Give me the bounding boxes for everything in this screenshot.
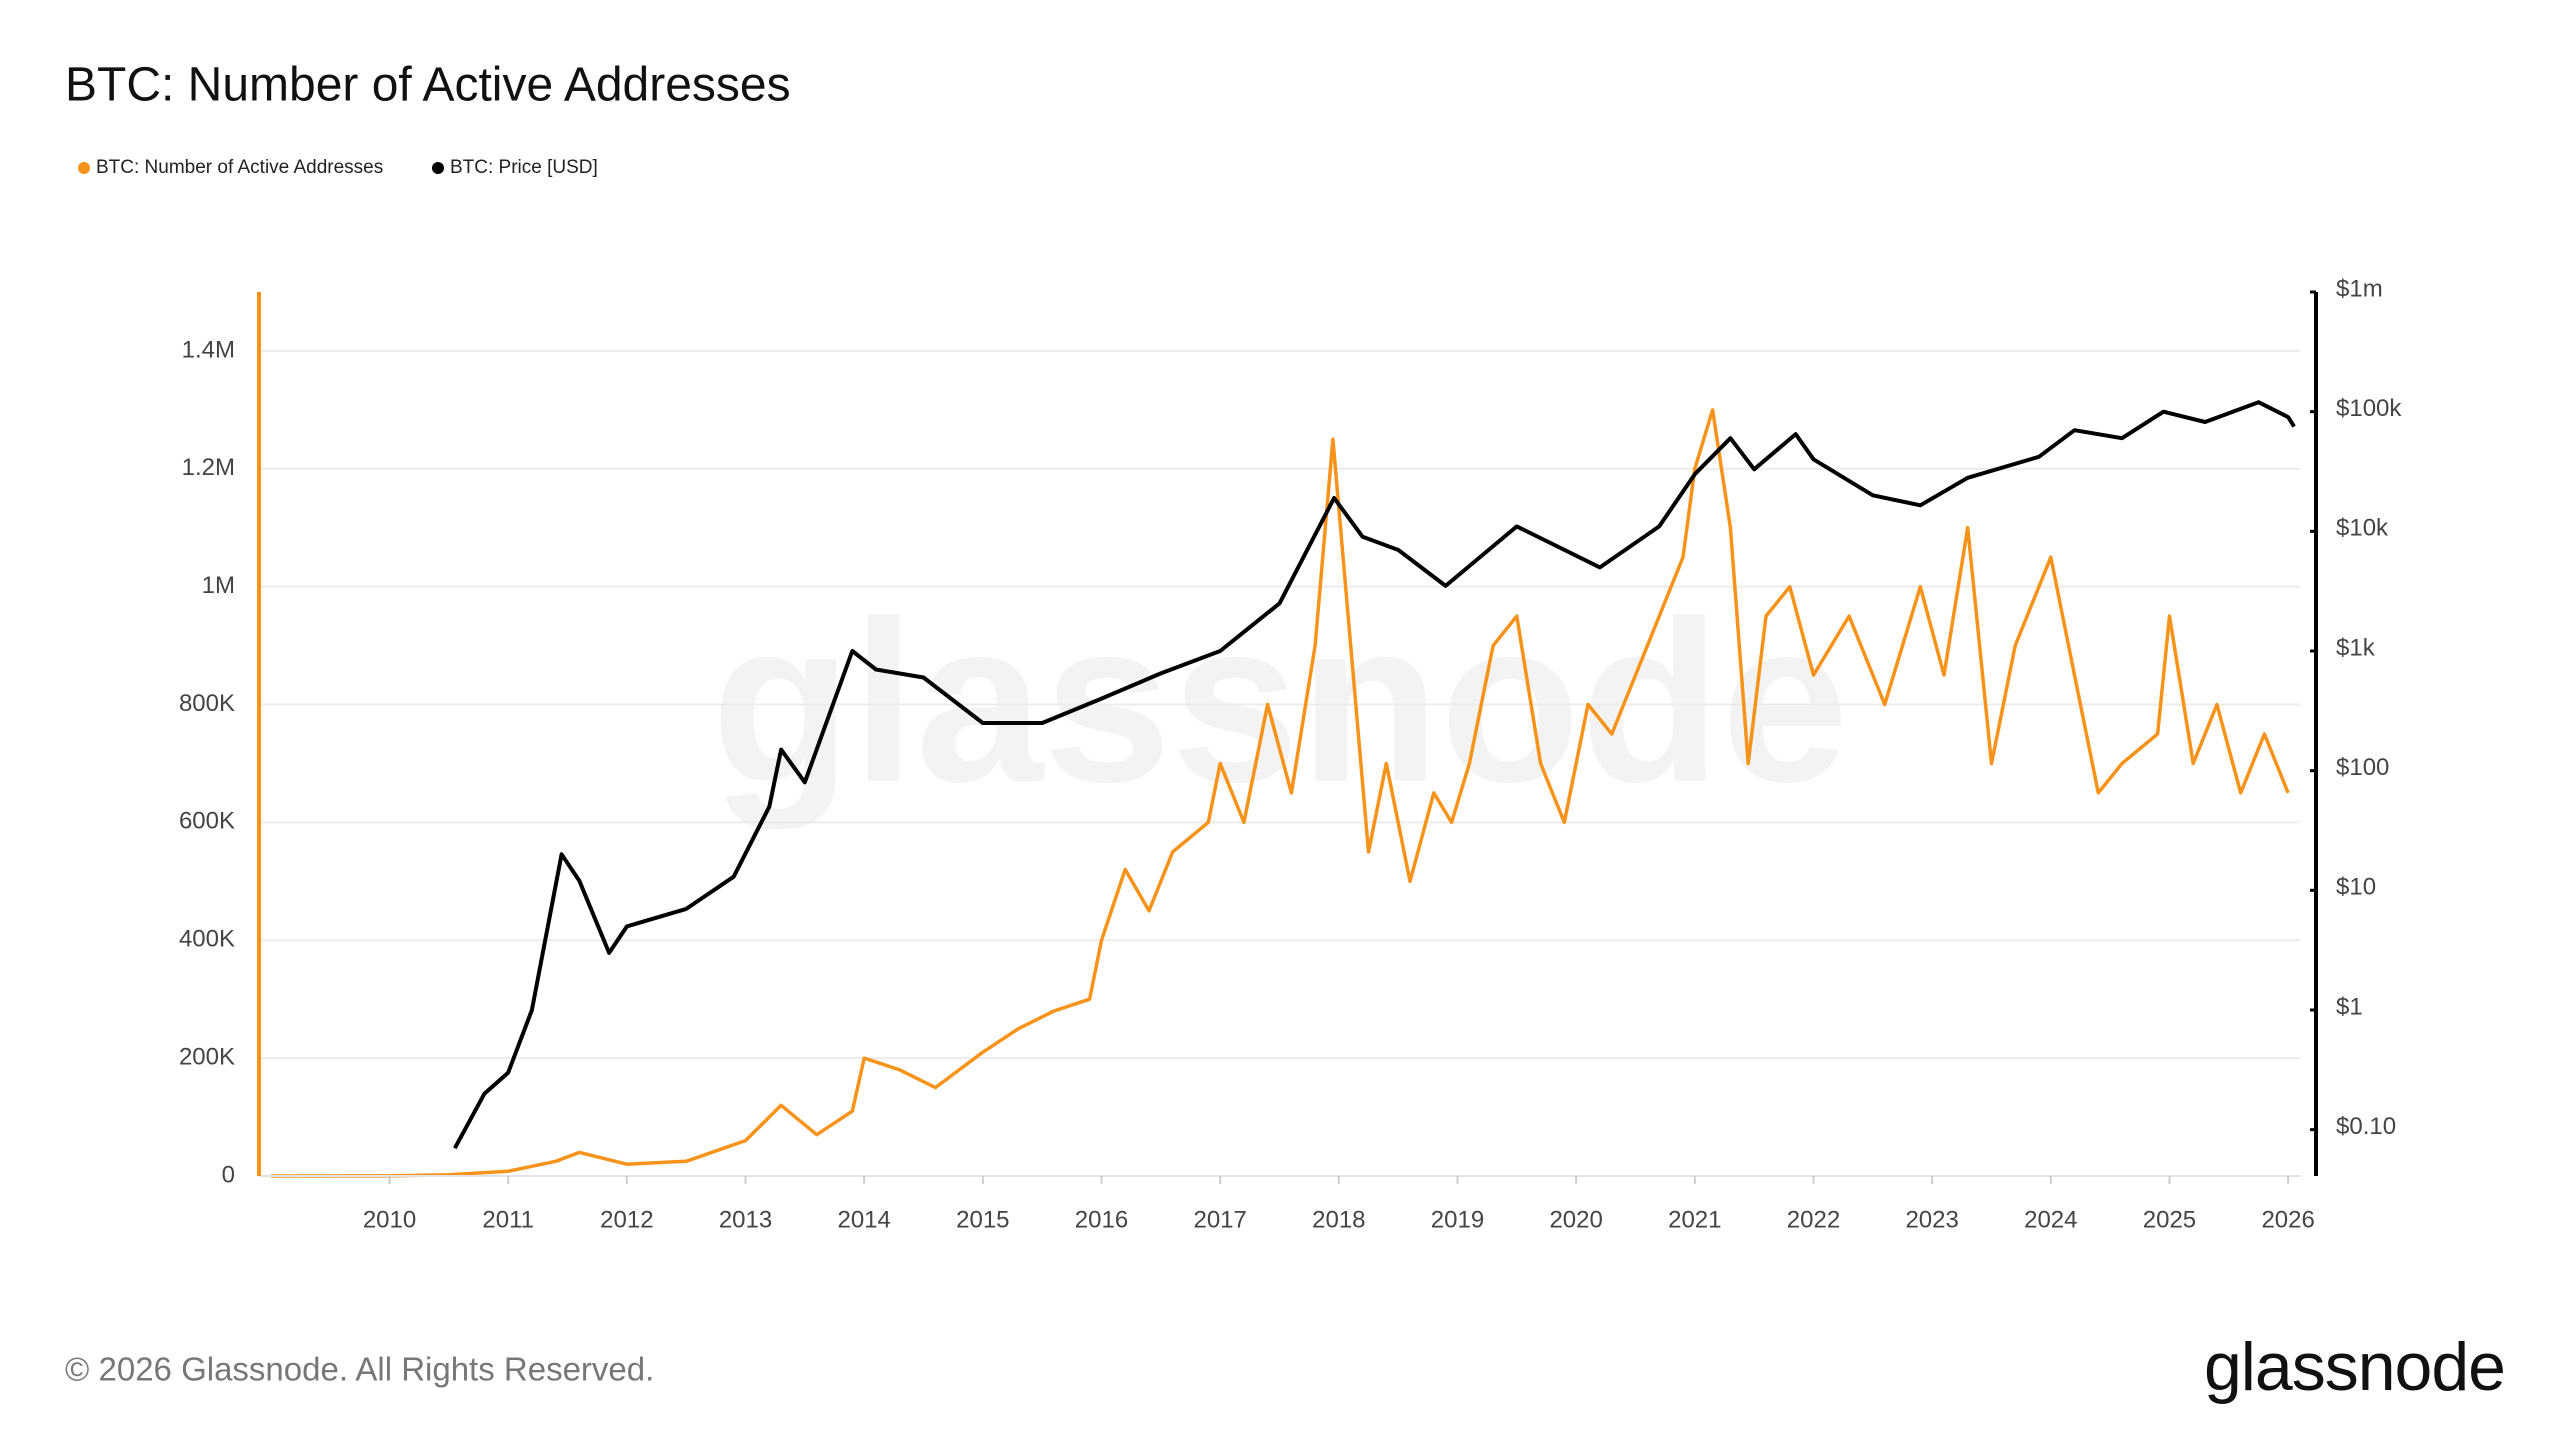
x-tick-label: 2022	[1787, 1206, 1840, 1233]
y2-tick-label: $0.10	[2336, 1113, 2396, 1140]
y-tick-label: 1.2M	[182, 454, 235, 481]
watermark: glassnode	[711, 573, 1849, 830]
series-line	[453, 400, 2296, 1150]
x-tick-label: 2013	[719, 1206, 772, 1233]
y2-tick-label: $10k	[2336, 515, 2389, 542]
y-tick-label: 200K	[179, 1043, 235, 1070]
y2-tick-label: $100k	[2336, 395, 2402, 422]
series-line	[270, 408, 2290, 1178]
y2-tick-label: $1k	[2336, 634, 2376, 661]
x-tick-label: 2024	[2024, 1206, 2077, 1233]
y-tick-label: 1.4M	[182, 336, 235, 363]
axes: 0 200K 400K 600K 800K 1M 1.2M 1.4M 2010 2011 2012 2…	[179, 275, 2402, 1233]
y-tick-label: 400K	[179, 926, 235, 953]
x-tick-label: 2012	[600, 1206, 653, 1233]
y2-tick-label: $1	[2336, 993, 2363, 1020]
x-tick-label: 2018	[1312, 1206, 1365, 1233]
x-tick-label: 2016	[1075, 1206, 1128, 1233]
x-tick-label: 2021	[1668, 1206, 1721, 1233]
y2-tick-label: $100	[2336, 754, 2389, 781]
x-tick-label: 2011	[482, 1206, 534, 1233]
legend-label: BTC: Number of Active Addresses	[96, 157, 383, 178]
x-tick-label: 2026	[2261, 1206, 2314, 1233]
logo: glassnode	[2204, 1329, 2505, 1405]
legend-marker	[78, 162, 90, 174]
x-tick-label: 2010	[363, 1206, 416, 1233]
x-tick-label: 2023	[1905, 1206, 1958, 1233]
legend-marker	[432, 162, 444, 174]
y-tick-label: 600K	[179, 808, 235, 835]
x-tick-label: 2025	[2143, 1206, 2196, 1233]
x-tick-label: 2017	[1193, 1206, 1246, 1233]
y-tick-label: 0	[222, 1161, 235, 1188]
x-tick-label: 2020	[1549, 1206, 1602, 1233]
x-tick-label: 2014	[837, 1206, 890, 1233]
chart-title: BTC: Number of Active Addresses	[65, 59, 791, 112]
y-tick-label: 1M	[202, 572, 235, 599]
grid	[259, 349, 2300, 1177]
plot-area	[270, 400, 2296, 1178]
x-tick-label: 2019	[1431, 1206, 1484, 1233]
copyright: © 2026 Glassnode. All Rights Reserved.	[65, 1351, 654, 1388]
legend: BTC: Number of Active Addresses BTC: Pric…	[78, 157, 598, 178]
legend-label: BTC: Price [USD]	[450, 157, 598, 178]
y2-tick-label: $1m	[2336, 275, 2383, 302]
y2-tick-label: $10	[2336, 874, 2376, 901]
y-tick-label: 800K	[179, 690, 235, 717]
x-tick-label: 2015	[956, 1206, 1009, 1233]
